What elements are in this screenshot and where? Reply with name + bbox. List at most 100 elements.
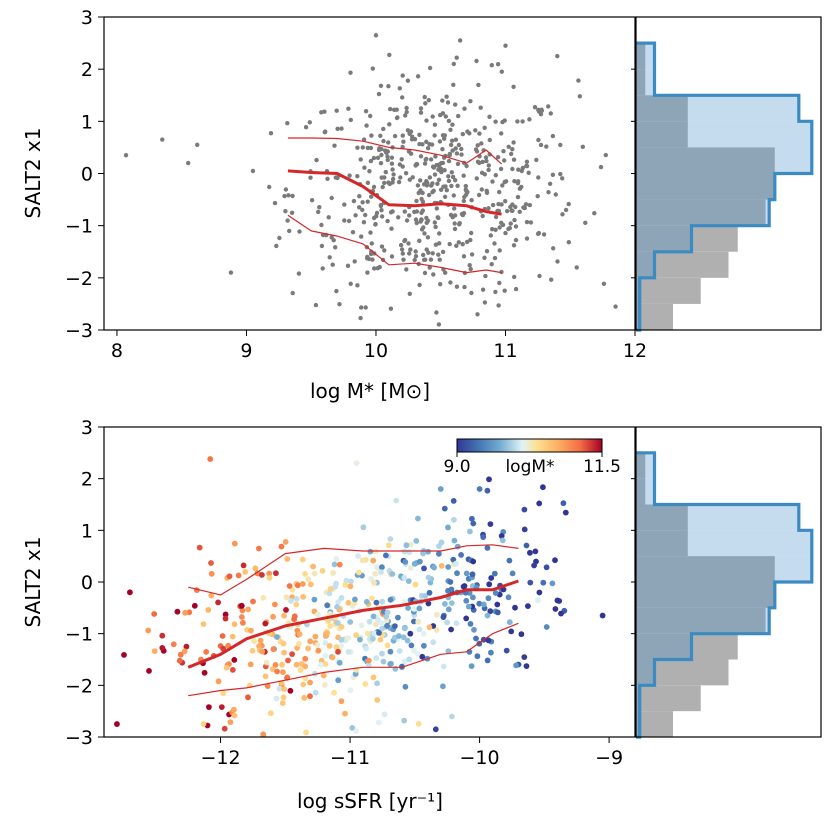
top-scatter-point [382, 248, 387, 253]
top-scatter-point [290, 290, 295, 296]
top-scatter-point [396, 215, 401, 220]
bottom-scatter-point [203, 649, 210, 655]
top-scatter-point [438, 187, 444, 192]
bottom-scatter-point [174, 608, 181, 615]
bottom-scatter-point [247, 661, 254, 668]
top-scatter-point [502, 288, 507, 293]
bottom-y-tick-label: −3 [65, 727, 93, 749]
top-scatter-point [387, 181, 392, 187]
top-scatter-point [453, 137, 459, 142]
top-scatter-point [509, 151, 514, 157]
top-scatter-point [399, 157, 404, 162]
bottom-scatter-point [324, 602, 331, 609]
top-scatter-point [563, 207, 569, 213]
top-scatter-point [365, 270, 370, 275]
bottom-scatter-point [506, 619, 513, 626]
bottom-scatter-point [422, 593, 428, 599]
bottom-histogram-blue-bar [636, 556, 812, 582]
top-scatter-point [480, 287, 486, 292]
top-scatter-point [493, 227, 498, 232]
top-scatter-point [464, 163, 469, 169]
top-scatter-point [454, 55, 459, 60]
top-scatter-point [369, 133, 374, 138]
top-scatter-point [506, 144, 511, 149]
top-scatter-point [512, 274, 517, 280]
bottom-scatter-point [484, 657, 491, 664]
bottom-scatter-point [536, 500, 543, 507]
bottom-scatter-point [355, 553, 361, 559]
top-scatter-point [370, 257, 375, 262]
top-scatter-point [422, 270, 428, 276]
top-scatter-point [541, 232, 547, 237]
bottom-histogram-gray-bar [636, 530, 688, 557]
top-scatter-point [379, 244, 385, 249]
top-scatter-point [337, 302, 342, 307]
bottom-scatter-point [338, 636, 345, 643]
bottom-scatter-point [263, 659, 270, 666]
bottom-scatter-point [312, 689, 319, 696]
top-scatter-point [426, 98, 431, 103]
bottom-scatter-point [444, 619, 450, 626]
top-scatter-point [365, 254, 370, 260]
bottom-scatter-point [540, 579, 547, 586]
bottom-scatter-point [420, 631, 427, 637]
bottom-scatter-point [401, 717, 408, 724]
bottom-scatter-point [314, 642, 321, 648]
top-scatter-point [325, 176, 330, 181]
bottom-scatter-point [267, 710, 274, 717]
bottom-scatter-point [285, 657, 291, 664]
top-scatter-point [360, 145, 365, 150]
top-scatter-point [434, 206, 439, 211]
bottom-scatter-point [310, 563, 316, 570]
top-histogram-gray-bar [636, 95, 688, 122]
bottom-y-ticks: −3 −2 −1 0 1 2 3 [65, 417, 104, 749]
top-scatter-point [475, 159, 481, 164]
top-scatter-point [511, 157, 517, 162]
top-scatter-point [326, 215, 331, 220]
top-scatter-point [503, 230, 508, 236]
top-scatter-point [479, 187, 484, 192]
bottom-scatter-point [302, 655, 309, 662]
bottom-y-tick-label: 1 [81, 520, 93, 542]
top-scatter-point [417, 132, 422, 137]
bottom-scatter-point [411, 618, 417, 625]
bottom-scatter-point [219, 633, 226, 639]
bottom-y-tick-label: 0 [81, 572, 93, 594]
top-scatter-point [274, 243, 279, 249]
top-scatter-point [394, 115, 400, 121]
bottom-scatter-point [364, 630, 371, 637]
bottom-scatter-point [170, 641, 177, 648]
top-axes-frame [103, 16, 636, 331]
bottom-histogram-blue-bar [636, 685, 640, 712]
top-scatter-point [438, 282, 443, 287]
bottom-scatter-point [387, 661, 394, 667]
top-scatter-point [404, 218, 410, 223]
bottom-scatter-point [374, 697, 381, 703]
top-scatter-point [452, 206, 457, 211]
bottom-scatter-point [499, 537, 506, 544]
bottom-scatter-point [421, 642, 427, 649]
top-upper-line [287, 137, 503, 165]
top-scatter-point [364, 123, 369, 128]
bottom-scatter-point [259, 648, 266, 655]
top-scatter-point [414, 209, 420, 214]
bottom-scatter-point [416, 626, 423, 633]
bottom-scatter-point [451, 537, 458, 544]
bottom-scatter-point [486, 581, 493, 588]
bottom-scatter-point [425, 548, 431, 555]
top-scatter-point [431, 165, 437, 170]
top-scatter-point [431, 272, 436, 277]
top-scatter-point [451, 61, 456, 67]
bottom-scatter-point [402, 683, 409, 690]
top-scatter-point [517, 209, 522, 214]
top-scatter-point [277, 235, 282, 241]
top-scatter-point [362, 165, 367, 170]
top-scatter-point [296, 271, 302, 276]
bottom-scatter-point [407, 630, 414, 637]
top-scatter-point [442, 194, 448, 199]
top-scatter-point [401, 257, 406, 262]
bottom-scatter-point [305, 645, 311, 652]
top-scatter-point [484, 158, 489, 164]
top-scatter-point [332, 143, 337, 148]
bottom-scatter-point [200, 721, 207, 727]
